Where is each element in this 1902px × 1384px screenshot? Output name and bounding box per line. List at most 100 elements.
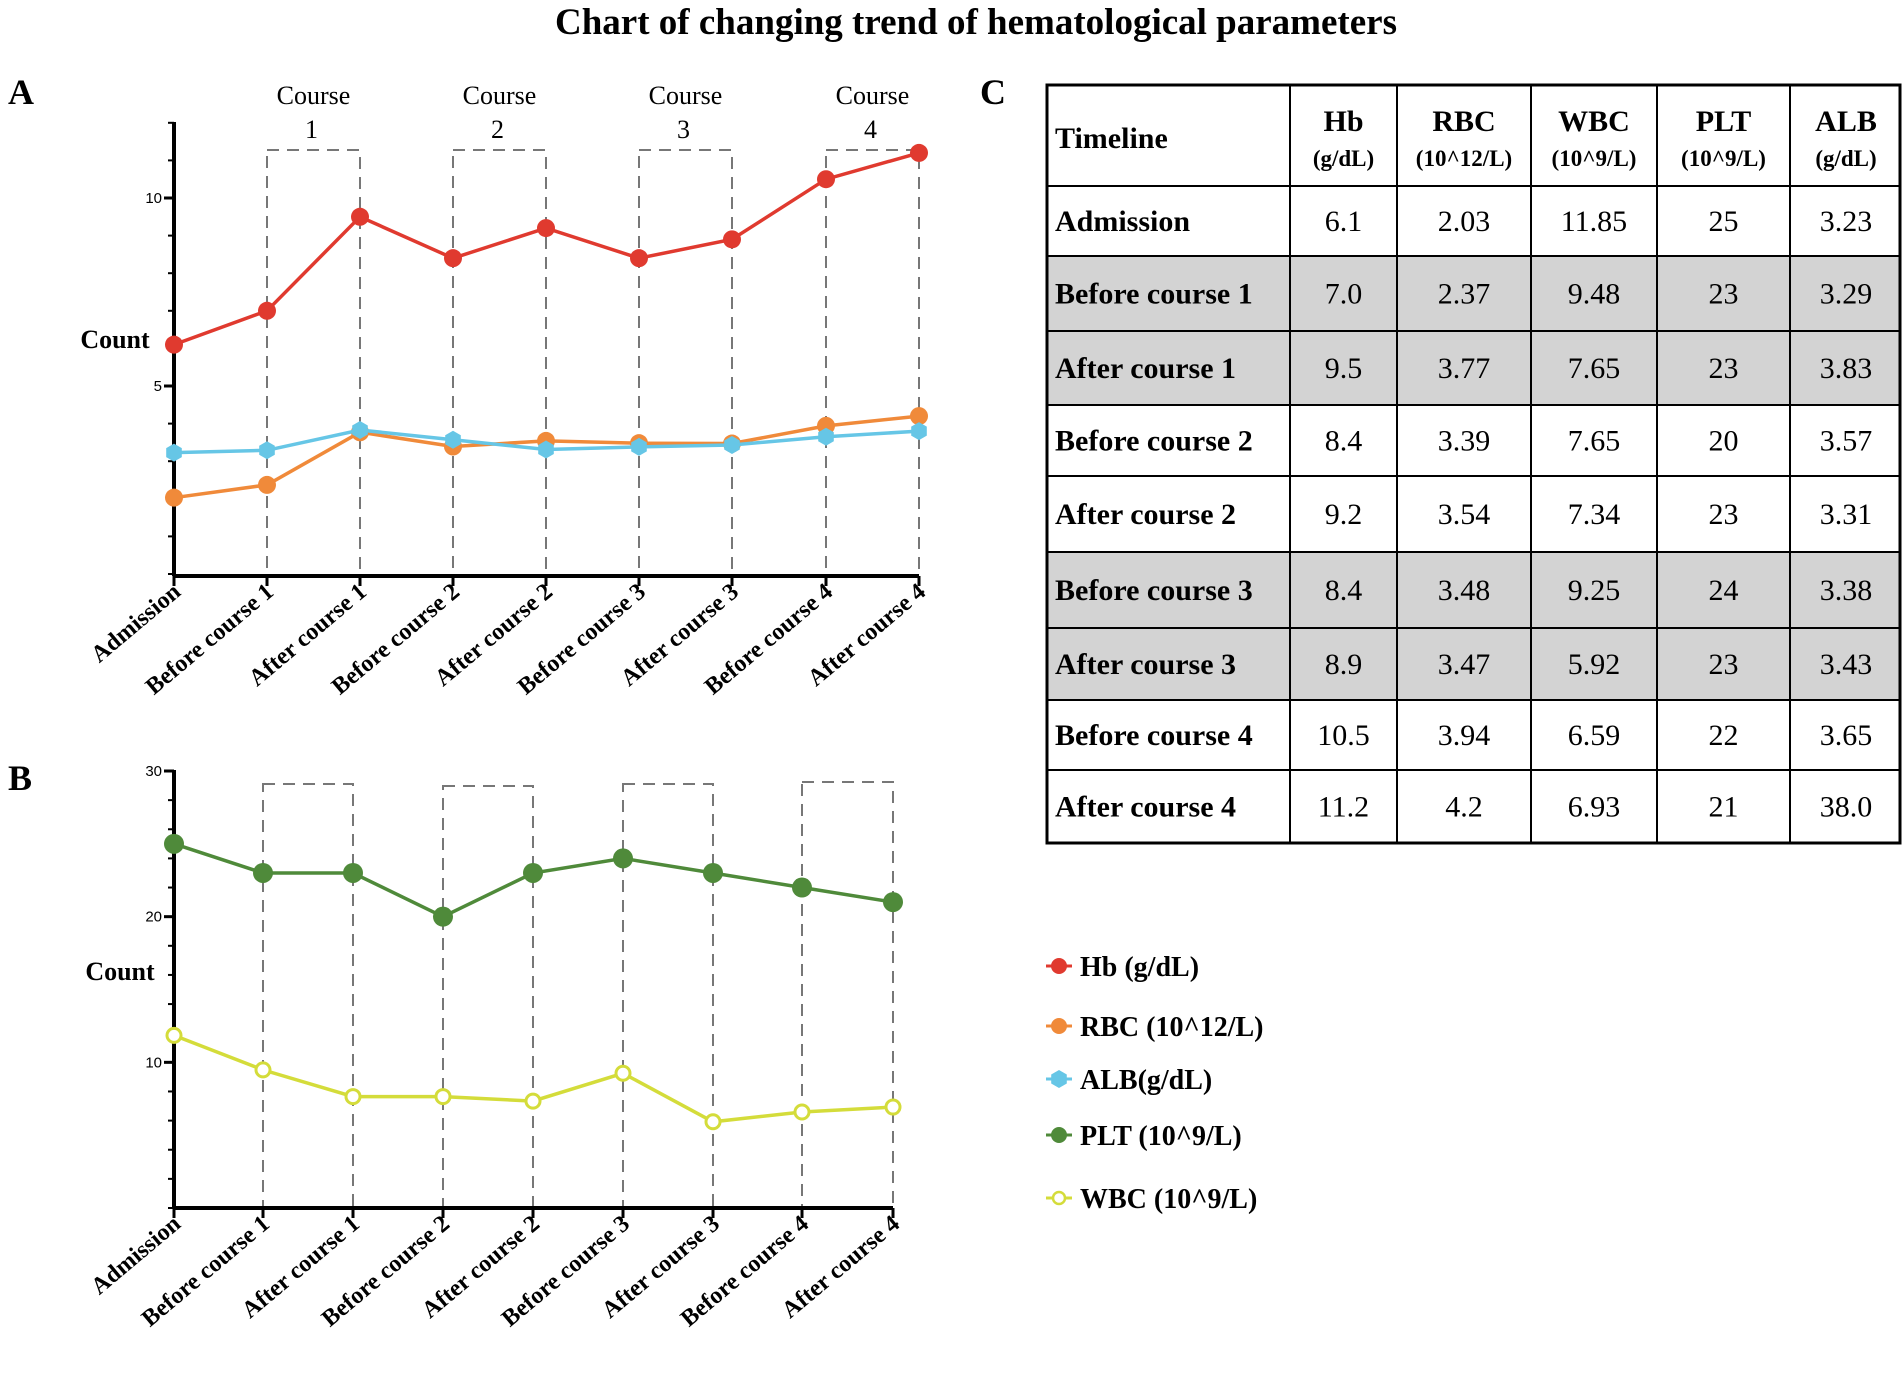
course-label-2: Course <box>463 81 537 110</box>
legend-label-alb: ALB(g/dL) <box>1080 1065 1212 1096</box>
hb-point <box>723 230 741 249</box>
table-cell: 3.48 <box>1438 574 1491 607</box>
table-cell: 3.23 <box>1820 205 1873 238</box>
table-cell: 24 <box>1709 574 1739 607</box>
table-cell: 3.77 <box>1438 352 1491 385</box>
rbc-point <box>817 416 835 435</box>
rbc-point <box>910 407 928 426</box>
alb-point <box>818 427 834 446</box>
table-cell: 8.4 <box>1325 574 1363 607</box>
wbc-point <box>884 1098 902 1116</box>
table-cell: 3.57 <box>1820 425 1873 458</box>
table-cell: 23 <box>1709 278 1739 311</box>
table-cell-timeline: Admission <box>1055 205 1190 238</box>
table-cell: 23 <box>1709 498 1739 531</box>
plt-point <box>253 862 273 883</box>
wbc-point <box>434 1088 452 1106</box>
wbc-point <box>254 1061 272 1079</box>
legend-marker-alb <box>1051 1070 1067 1088</box>
course-number-1: 1 <box>305 115 318 144</box>
course-number-4: 4 <box>864 115 877 144</box>
table-cell-timeline: Before course 1 <box>1055 278 1253 311</box>
hb-point <box>258 301 276 320</box>
rbc-point <box>165 488 183 507</box>
table-header-cell: RBC <box>1432 105 1495 138</box>
table-cell: 7.65 <box>1568 425 1621 458</box>
course-box-4 <box>825 149 920 577</box>
course-number-3: 3 <box>677 115 690 144</box>
table-cell: 3.65 <box>1820 719 1873 752</box>
panel-label-b: B <box>8 758 32 798</box>
hb-point <box>351 207 369 226</box>
table-cell: 3.31 <box>1820 498 1873 531</box>
table-cell: 2.03 <box>1438 205 1491 238</box>
course-number-2: 2 <box>491 115 504 144</box>
table-header-unit: (g/dL) <box>1815 146 1876 171</box>
wbc-point <box>793 1103 811 1121</box>
panel-label-c: C <box>980 72 1006 112</box>
table-cell: 3.39 <box>1438 425 1491 458</box>
y-tick-label: 30 <box>145 763 162 780</box>
table-cell: 3.47 <box>1438 648 1491 681</box>
plt-point <box>433 906 453 927</box>
plt-point <box>703 862 723 883</box>
table-cell: 3.29 <box>1820 278 1873 311</box>
plt-point <box>164 833 184 854</box>
table-cell-timeline: After course 3 <box>1055 648 1236 681</box>
wbc-point <box>614 1064 632 1082</box>
legend-marker-rbc <box>1051 1018 1067 1034</box>
legend-marker-wbc <box>1051 1190 1067 1206</box>
course-box-2 <box>442 785 534 1209</box>
table-cell: 38.0 <box>1820 791 1873 824</box>
table-cell: 3.43 <box>1820 648 1873 681</box>
table-header-cell: ALB <box>1815 105 1877 138</box>
course-label-3: Course <box>649 81 723 110</box>
table-header-unit: (10^9/L) <box>1681 146 1766 171</box>
table-cell: 20 <box>1709 425 1739 458</box>
legend-marker-plt <box>1051 1127 1067 1143</box>
course-label-4: Course <box>836 81 910 110</box>
plt-point <box>343 862 363 883</box>
table-cell: 10.5 <box>1317 719 1370 752</box>
hb-point <box>165 335 183 354</box>
table-row-shade <box>1047 552 1900 628</box>
table-cell: 8.4 <box>1325 425 1363 458</box>
table-cell: 7.0 <box>1325 278 1363 311</box>
table-row-shade <box>1047 331 1900 405</box>
table-cell-timeline: After course 2 <box>1055 498 1236 531</box>
alb-point <box>724 436 740 454</box>
alb-point <box>631 437 647 456</box>
table-cell: 9.5 <box>1325 352 1363 385</box>
hb-point <box>630 249 648 268</box>
plt-point <box>523 862 543 883</box>
alb-point <box>166 443 182 462</box>
legend-label-plt: PLT (10^9/L) <box>1080 1121 1242 1152</box>
hb-point <box>910 143 928 162</box>
table-cell: 22 <box>1709 719 1739 752</box>
table-row-shade <box>1047 256 1900 331</box>
table-cell: 11.85 <box>1561 205 1627 238</box>
alb-point <box>445 430 461 449</box>
table-cell: 2.37 <box>1438 278 1491 311</box>
plt-point <box>792 877 812 898</box>
hb-point <box>537 219 555 238</box>
plt-point <box>883 892 903 913</box>
course-box-3 <box>622 783 714 1209</box>
course-box-1 <box>262 783 354 1209</box>
table-cell: 11.2 <box>1318 791 1369 824</box>
table-cell-timeline: Before course 2 <box>1055 425 1253 458</box>
legend-label-wbc: WBC (10^9/L) <box>1080 1184 1257 1215</box>
table-cell: 9.25 <box>1568 574 1621 607</box>
table-cell: 3.94 <box>1438 719 1491 752</box>
table-cell: 6.1 <box>1325 205 1363 238</box>
table-cell: 6.59 <box>1568 719 1621 752</box>
plt-point <box>613 848 633 869</box>
table-header-cell: PLT <box>1696 105 1752 138</box>
table-header-cell: Timeline <box>1055 122 1168 155</box>
table-header-cell: WBC <box>1558 105 1630 138</box>
alb-point <box>259 441 275 460</box>
course-box-1 <box>266 149 361 577</box>
table-cell: 9.2 <box>1325 498 1363 531</box>
wbc-point <box>165 1026 183 1044</box>
